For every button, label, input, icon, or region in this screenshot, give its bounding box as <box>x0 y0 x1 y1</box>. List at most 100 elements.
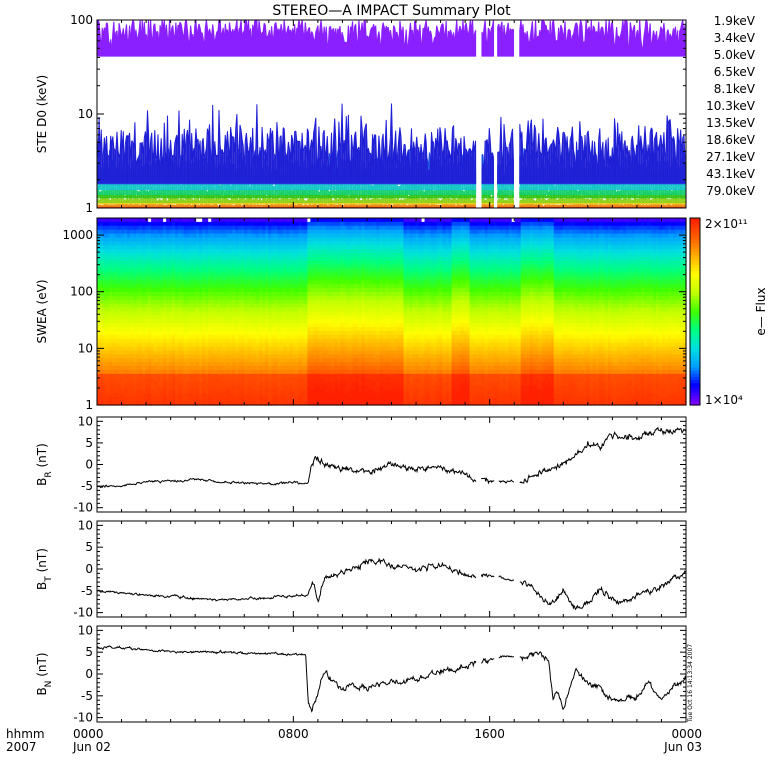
heatmap-cell <box>106 272 110 278</box>
heatmap-cell <box>157 334 161 340</box>
heatmap-cell <box>235 256 239 262</box>
heatmap-cell <box>280 292 284 297</box>
heatmap-cell <box>100 389 104 394</box>
heatmap-cell <box>391 237 396 242</box>
heatmap-cell <box>337 233 342 239</box>
heatmap-cell <box>289 276 293 281</box>
heatmap-cell <box>157 346 161 352</box>
heatmap-cell <box>346 284 351 289</box>
heatmap-cell <box>118 311 122 316</box>
heatmap-cell <box>244 362 248 367</box>
heatmap-cell <box>208 389 212 394</box>
heatmap-cell <box>340 233 345 239</box>
heatmap-cell <box>397 241 402 246</box>
heatmap-cell <box>223 401 227 406</box>
heatmap-cell <box>100 260 104 266</box>
heatmap-cell <box>391 221 396 227</box>
heatmap-cell <box>277 299 281 305</box>
heatmap-cell <box>334 323 339 328</box>
heatmap-cell <box>148 233 152 239</box>
heatmap-cell <box>331 334 336 340</box>
heatmap-cell <box>157 276 161 281</box>
heatmap-cell <box>289 377 293 383</box>
heatmap-cell <box>352 389 357 394</box>
heatmap-cell <box>388 315 393 320</box>
heatmap-cell <box>211 315 215 320</box>
heatmap-cell <box>154 292 158 297</box>
heatmap-cell <box>391 323 396 328</box>
heatmap-cell <box>232 284 236 289</box>
heatmap-cell <box>238 315 242 320</box>
heatmap-cell <box>214 369 218 375</box>
heatmap-cell <box>208 233 212 239</box>
heatmap-cell <box>142 334 146 340</box>
heatmap-cell <box>118 307 122 313</box>
heatmap-cell <box>97 237 101 242</box>
heatmap-cell <box>394 362 399 367</box>
heatmap-cell <box>205 256 209 262</box>
heatmap-cell <box>115 327 119 332</box>
heatmap-cell <box>343 284 348 289</box>
heatmap-cell <box>136 342 140 348</box>
heatmap-cell <box>316 303 320 309</box>
heatmap-cell <box>385 354 390 359</box>
heatmap-cell <box>250 218 254 223</box>
heatmap-cell <box>196 401 200 406</box>
heatmap-cell <box>130 319 134 324</box>
heatmap-cell <box>112 276 116 281</box>
heatmap-cell <box>202 260 206 266</box>
heatmap-cell <box>226 389 230 394</box>
heatmap-cell <box>163 276 167 281</box>
heatmap-cell <box>286 280 290 285</box>
heatmap-cell <box>265 276 269 281</box>
heatmap-cell <box>310 241 314 246</box>
heatmap-cell <box>298 315 302 320</box>
heatmap-cell <box>241 241 245 246</box>
heatmap-cell <box>331 299 336 305</box>
heatmap-cell <box>253 358 257 363</box>
heatmap-cell <box>205 369 209 375</box>
heatmap-cell <box>244 221 248 227</box>
heatmap-cell <box>364 307 369 313</box>
heatmap-cell <box>238 288 242 293</box>
heatmap-cell <box>274 319 278 324</box>
heatmap-cell <box>280 362 284 367</box>
heatmap-cell <box>106 373 110 379</box>
heatmap-cell <box>247 303 251 309</box>
heatmap-cell <box>211 338 215 344</box>
heatmap-cell <box>250 237 254 242</box>
heatmap-cell <box>169 272 173 278</box>
heatmap-cell <box>250 253 254 258</box>
heatmap-cell <box>109 354 113 359</box>
heatmap-cell <box>319 218 323 223</box>
heatmap-cell <box>202 245 206 250</box>
heatmap-cell <box>133 366 137 371</box>
heatmap-cell <box>343 334 348 340</box>
heatmap-cell <box>274 303 278 309</box>
heatmap-cell <box>358 280 363 285</box>
heatmap-cell <box>274 221 278 227</box>
legend-entry: 6.5keV <box>714 65 756 79</box>
heatmap-cell <box>349 303 354 309</box>
heatmap-cell <box>274 327 278 332</box>
heatmap-cell <box>142 268 146 274</box>
heatmap-cell <box>220 358 224 363</box>
heatmap-cell <box>298 327 302 332</box>
ste-series-3.4keV <box>97 103 686 184</box>
heatmap-cell <box>247 311 251 316</box>
heatmap-cell <box>205 225 209 231</box>
heatmap-cell <box>400 245 405 250</box>
heatmap-cell <box>97 253 101 258</box>
legend-entry: 10.3keV <box>706 99 756 113</box>
heatmap-cell <box>148 268 152 274</box>
heatmap-cell <box>244 330 248 336</box>
heatmap-cell <box>289 389 293 394</box>
heatmap-cell <box>304 393 308 398</box>
heatmap-cell <box>169 362 173 367</box>
heatmap-cell <box>394 299 399 305</box>
heatmap-cell <box>385 260 390 266</box>
heatmap-cell <box>364 241 369 246</box>
heatmap-cell <box>223 315 227 320</box>
heatmap-cell <box>196 233 200 239</box>
heatmap-cell <box>205 342 209 348</box>
